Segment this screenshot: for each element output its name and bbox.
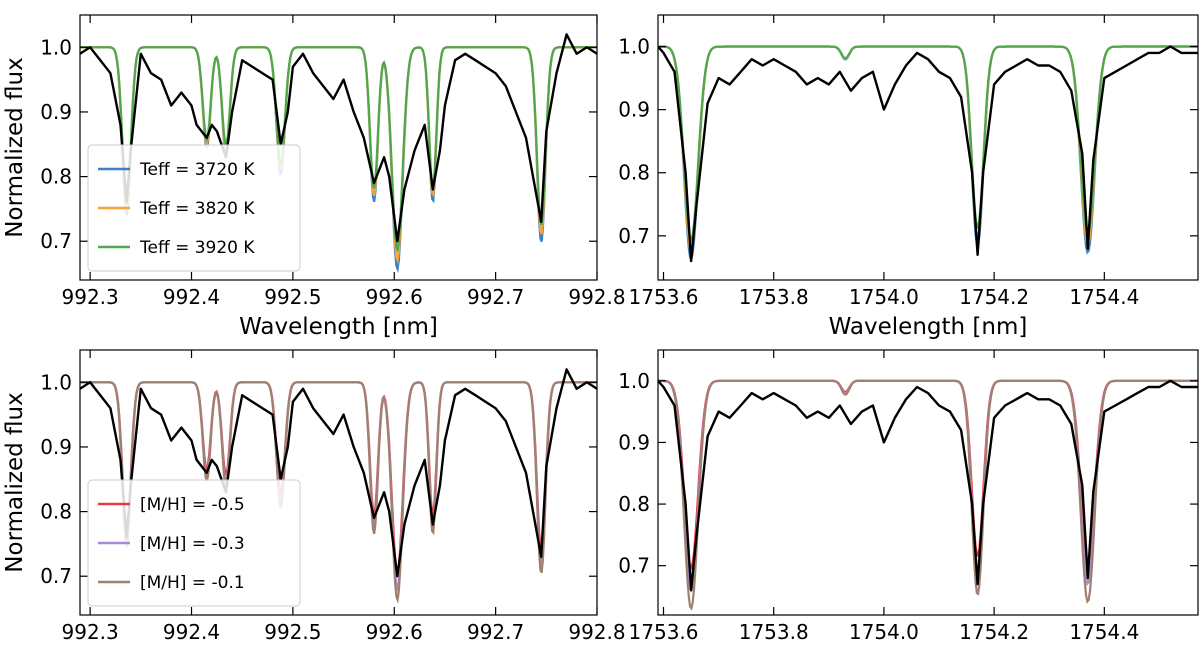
observed-spectrum-line [658,379,1198,592]
x-tick-label: 992.5 [264,285,321,309]
legend: Teff = 3720 K Teff = 3820 K Teff = 3920 K [87,144,301,272]
series-line-3 [658,45,1198,243]
observed-spectrum-line [658,45,1198,263]
y-tick-label: 0.8 [618,161,650,185]
x-tick-label: 1754.0 [849,285,919,309]
x-tick-label: 992.7 [467,285,524,309]
x-tick-label: 1753.6 [629,620,699,644]
y-tick-label: 1.0 [618,35,650,59]
x-axis-label: Wavelength [nm] [829,314,1028,340]
x-tick-label: 1754.4 [1069,285,1139,309]
y-tick-label: 0.7 [618,224,650,248]
y-tick-label: 0.9 [618,98,650,122]
series-line-3 [658,379,1198,611]
y-tick-label: 0.8 [40,165,72,189]
y-tick-label: 0.7 [40,229,72,253]
legend-entry: Teff = 3720 K [139,160,255,180]
legend-entry: [M/H] = -0.1 [140,573,245,593]
x-tick-label: 992.8 [568,285,625,309]
observed-spectrum-line [80,368,597,578]
observed-spectrum-line [80,33,597,243]
legend-entry: Teff = 3820 K [139,199,255,219]
legend: [M/H] = -0.5 [M/H] = -0.3 [M/H] = -0.1 [87,479,301,607]
y-tick-label: 1.0 [40,370,72,394]
x-axis-label: Wavelength [nm] [239,314,438,340]
y-tick-label: 0.9 [40,100,72,124]
y-tick-label: 0.7 [618,554,650,578]
panel-top-right: 1753.6 1753.8 1754.0 1754.2 1754.4 0.7 0.8 0.9 1… [618,14,1199,340]
axes-frame [79,349,598,616]
y-axis-label: Normalized flux [2,57,28,237]
x-tick-label: 1754.4 [1069,620,1139,644]
x-tick-label: 1753.8 [739,620,809,644]
legend-entry: [M/H] = -0.3 [140,534,245,554]
x-tick-label: 992.3 [62,620,119,644]
x-tick-label: 1754.2 [959,285,1029,309]
x-tick-label: 992.4 [163,620,220,644]
x-tick-label: 992.8 [568,620,625,644]
y-tick-label: 0.7 [40,564,72,588]
x-axis-label: Wavelength [nm] [239,649,438,651]
series-line-3 [80,381,597,604]
series-line-2 [658,45,1198,253]
y-tick-label: 0.9 [618,430,650,454]
x-tick-label: 1754.0 [849,620,919,644]
axes-frame [657,349,1199,616]
y-tick-label: 1.0 [40,35,72,59]
legend-entry: Teff = 3920 K [139,238,255,258]
legend-box [87,479,301,607]
x-tick-label: 992.6 [366,620,423,644]
x-tick-label: 992.7 [467,620,524,644]
y-axis-label: Normalized flux [2,392,28,572]
x-tick-label: 992.3 [62,285,119,309]
x-tick-label: 992.4 [163,285,220,309]
x-tick-label: 1754.2 [959,620,1029,644]
y-tick-label: 0.8 [40,500,72,524]
x-axis-label: Wavelength [nm] [829,649,1028,651]
axes-frame [79,14,598,281]
series-line-1 [658,45,1198,261]
panel-bottom-right: 1753.6 1753.8 1754.0 1754.2 1754.4 0.7 0.8 0.9 1… [618,349,1199,651]
series-line-3 [80,46,597,254]
x-tick-label: 992.5 [264,620,321,644]
y-tick-label: 0.9 [40,435,72,459]
y-tick-label: 0.8 [618,492,650,516]
x-tick-label: 1753.8 [739,285,809,309]
y-tick-label: 1.0 [618,369,650,393]
x-tick-label: 1753.6 [629,285,699,309]
axes-frame [657,14,1199,281]
legend-box [87,144,301,272]
panel-bottom-left: 992.3 992.4 992.5 992.6 992.7 992.8 0.7 0.8 0.9 1… [2,349,626,651]
x-tick-label: 992.6 [366,285,423,309]
panel-top-left: 992.3 992.4 992.5 992.6 992.7 992.8 0.7 0.8 0.9 1… [2,14,626,340]
legend-entry: [M/H] = -0.5 [140,495,245,515]
series-line-2 [658,379,1198,593]
